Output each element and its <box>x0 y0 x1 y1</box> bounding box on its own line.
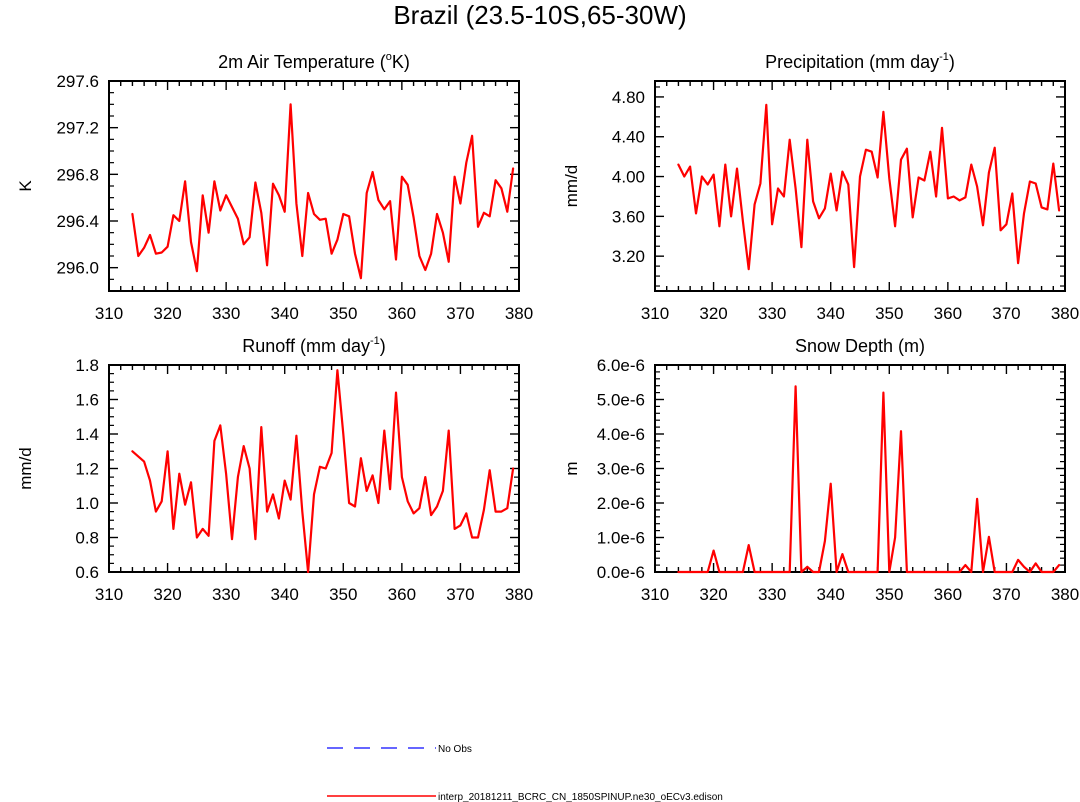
y-tick-label: 5.0e-6 <box>597 391 645 410</box>
y-tick-label: 296.4 <box>56 212 99 231</box>
x-tick-label: 330 <box>212 585 240 604</box>
x-tick-label: 350 <box>329 304 357 323</box>
x-tick-label: 310 <box>95 304 123 323</box>
plot-frame <box>654 364 1066 573</box>
x-tick-label: 350 <box>329 585 357 604</box>
x-tick-label: 340 <box>271 304 299 323</box>
x-tick-label: 340 <box>817 304 845 323</box>
x-tick-label: 370 <box>446 585 474 604</box>
figure-title: Brazil (23.5-10S,65-30W) <box>393 0 686 30</box>
y-tick-label: 4.80 <box>612 88 645 107</box>
chart-title-superscript: -1 <box>370 335 380 347</box>
y-tick-label: 1.2 <box>75 460 99 479</box>
y-axis-label: m <box>562 461 581 475</box>
chart-title-superscript: o <box>386 51 392 63</box>
chart-panel-1: 2m Air Temperature (oK) K 310 320 330 340 350 3… <box>16 51 533 323</box>
plot-frame <box>108 364 520 573</box>
chart-title-suffix: K) <box>392 52 410 72</box>
x-tick-label: 340 <box>271 585 299 604</box>
x-tick-label: 320 <box>699 585 727 604</box>
y-tick-label: 1.0e-6 <box>597 529 645 548</box>
x-tick-label: 310 <box>641 304 669 323</box>
y-tick-label: 296.0 <box>56 259 99 278</box>
y-tick-label: 0.6 <box>75 563 99 582</box>
x-tick-label: 360 <box>388 585 416 604</box>
x-tick-label: 360 <box>388 304 416 323</box>
y-tick-label: 296.8 <box>56 165 99 184</box>
x-tick-label: 370 <box>446 304 474 323</box>
x-tick-label: 380 <box>505 304 533 323</box>
y-tick-label: 3.20 <box>612 247 645 266</box>
x-tick-label: 340 <box>817 585 845 604</box>
chart-title: 2m Air Temperature (oK) <box>218 51 410 72</box>
x-tick-label: 310 <box>641 585 669 604</box>
series-line <box>131 103 515 280</box>
x-tick-label: 380 <box>1051 304 1079 323</box>
chart-title: Runoff (mm day-1) <box>242 335 386 356</box>
y-axis-label: mm/d <box>16 447 35 490</box>
legend-label: No Obs <box>438 744 472 755</box>
chart-panel-4: Snow Depth (m) m 310 320 330 340 350 360 370 380 0… <box>562 336 1079 604</box>
chart-panel-2: Precipitation (mm day-1) mm/d 310 320 330 340… <box>562 51 1079 323</box>
x-tick-label: 320 <box>153 585 181 604</box>
x-tick-label: 350 <box>875 585 903 604</box>
panels: 2m Air Temperature (oK) K 310 320 330 340 350 3… <box>16 51 1079 604</box>
x-tick-label: 330 <box>212 304 240 323</box>
x-tick-label: 330 <box>758 585 786 604</box>
x-tick-label: 380 <box>505 585 533 604</box>
chart-title-suffix: ) <box>949 52 955 72</box>
x-tick-label: 370 <box>992 585 1020 604</box>
y-tick-label: 1.4 <box>75 425 99 444</box>
y-tick-label: 4.0e-6 <box>597 425 645 444</box>
y-tick-label: 4.00 <box>612 168 645 187</box>
legend-label: interp_20181211_BCRC_CN_1850SPINUP.ne30_… <box>438 792 723 802</box>
y-tick-label: 3.0e-6 <box>597 460 645 479</box>
y-tick-label: 0.8 <box>75 529 99 548</box>
y-tick-label: 297.6 <box>56 72 99 91</box>
y-tick-label: 0.0e-6 <box>597 563 645 582</box>
y-axis-label: mm/d <box>562 165 581 208</box>
y-tick-label: 1.6 <box>75 391 99 410</box>
x-tick-label: 320 <box>153 304 181 323</box>
y-axis-label: K <box>16 180 35 192</box>
chart-title-superscript: -1 <box>939 51 949 63</box>
x-tick-label: 320 <box>699 304 727 323</box>
y-tick-label: 2.0e-6 <box>597 494 645 513</box>
x-tick-label: 330 <box>758 304 786 323</box>
y-tick-label: 3.60 <box>612 207 645 226</box>
y-tick-label: 1.0 <box>75 494 99 513</box>
x-tick-label: 380 <box>1051 585 1079 604</box>
y-tick-label: 1.8 <box>75 356 99 375</box>
series-line <box>677 385 1061 574</box>
x-tick-label: 310 <box>95 585 123 604</box>
series-line <box>131 369 515 574</box>
legend: No Obs interp_20181211_BCRC_CN_1850SPINUP… <box>327 744 723 802</box>
chart-panel-3: Runoff (mm day-1) mm/d 310 320 330 340 350 360 3… <box>16 335 533 604</box>
y-tick-label: 297.2 <box>56 119 99 138</box>
y-tick-label: 4.40 <box>612 128 645 147</box>
series-line <box>677 103 1061 271</box>
chart-title: Precipitation (mm day-1) <box>765 51 955 72</box>
chart-title: Snow Depth (m) <box>795 336 925 356</box>
y-tick-label: 6.0e-6 <box>597 356 645 375</box>
x-tick-label: 370 <box>992 304 1020 323</box>
x-tick-label: 360 <box>934 585 962 604</box>
x-tick-label: 360 <box>934 304 962 323</box>
chart-title-suffix: ) <box>380 336 386 356</box>
x-tick-label: 350 <box>875 304 903 323</box>
